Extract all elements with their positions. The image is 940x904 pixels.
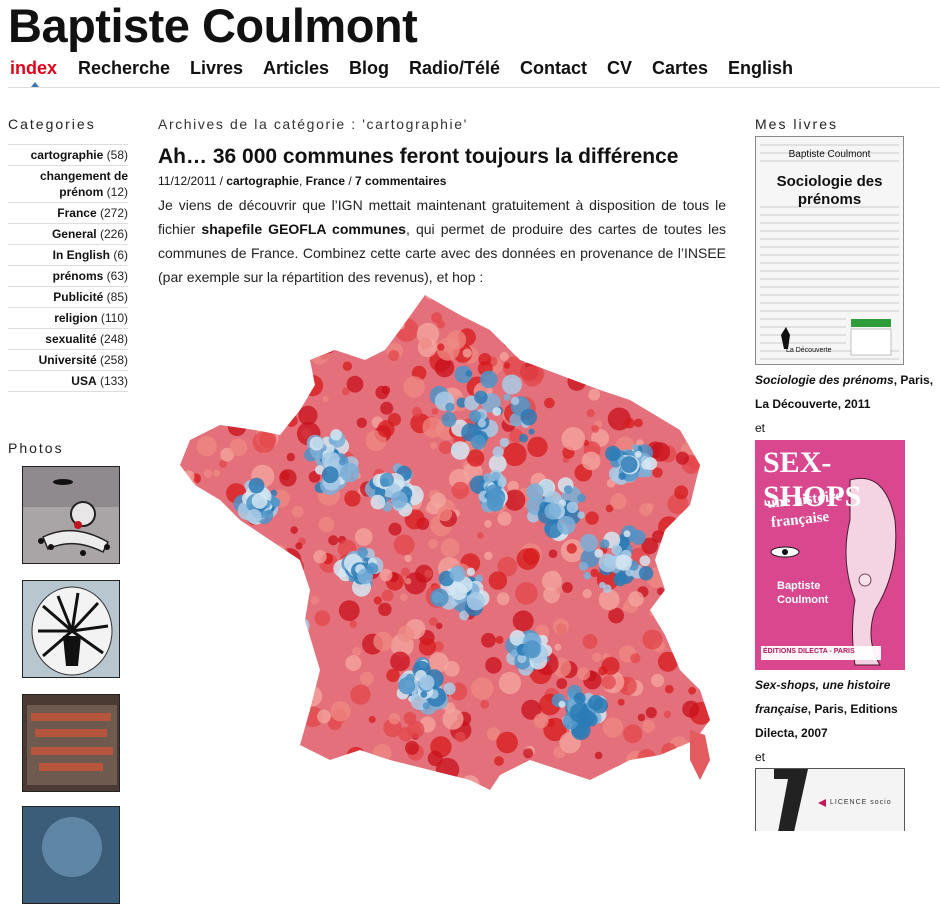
category-item: sexualité (248) [8, 329, 128, 350]
category-link[interactable]: In English [52, 248, 110, 262]
france-communes-map [180, 295, 710, 790]
post-title[interactable]: Ah… 36 000 communes feront toujours la d… [158, 145, 679, 168]
category-item: religion (110) [8, 308, 128, 329]
book-cover-sex-shops[interactable]: Sex-shops une histoire française Baptist… [755, 440, 905, 670]
category-link[interactable]: religion [54, 311, 98, 325]
category-count: (248) [99, 332, 128, 346]
active-nav-indicator [31, 82, 39, 87]
post-meta: 11/12/2011 / cartographie, France / 7 co… [158, 174, 447, 188]
book-details: , Paris, Editions Dilecta, 2007 [755, 702, 898, 740]
photos-heading: Photos [8, 440, 64, 456]
category-item: Université (258) [8, 350, 128, 371]
nav-divider [8, 87, 940, 88]
category-link[interactable]: Publicité [53, 290, 104, 304]
street-art-photo-2 [23, 581, 119, 677]
category-link[interactable]: sexualité [45, 332, 97, 346]
cover-pattern [760, 144, 899, 360]
cover-author: Baptiste Coulmont [788, 149, 871, 160]
cover-author-1: Baptiste [777, 580, 821, 592]
category-count: (6) [113, 248, 128, 262]
category-link[interactable]: cartographie [30, 148, 104, 162]
book-title: Sociologie des prénoms [755, 373, 894, 387]
street-art-photo-4 [23, 807, 119, 903]
nav-livres[interactable]: Livres [190, 58, 244, 78]
post-category-link[interactable]: France [305, 174, 346, 188]
meta-separator: / [216, 174, 227, 188]
categories-heading: Categories [8, 116, 96, 132]
nav-recherche[interactable]: Recherche [78, 58, 171, 78]
book-title: Sex-shops, une histoire française [755, 678, 891, 716]
nav-contact[interactable]: Contact [520, 58, 587, 78]
category-item: prénoms (63) [8, 266, 128, 287]
photo-thumbnail[interactable] [22, 466, 120, 564]
cover-title-line-1: Sex-shops [763, 446, 862, 513]
site-title[interactable]: Baptiste Coulmont [8, 0, 418, 52]
photo-thumbnail[interactable] [22, 580, 120, 678]
street-art-photo-3 [23, 695, 119, 791]
category-link[interactable]: prénoms [52, 269, 104, 283]
nav-blog[interactable]: Blog [349, 58, 389, 78]
cover-publisher: ÉDITIONS DILECTA - PARIS [763, 648, 855, 655]
cover-series: LICENCE socio [830, 799, 892, 806]
category-count: (12) [106, 185, 128, 199]
category-item: France (272) [8, 203, 128, 224]
category-count: (85) [106, 290, 128, 304]
nav-articles[interactable]: Articles [263, 58, 330, 78]
post-text: Je viens de découvrir que l’IGN mettait … [158, 197, 726, 237]
photo-thumbnail[interactable] [22, 694, 120, 792]
category-count: (226) [99, 227, 128, 241]
category-link[interactable]: France [57, 206, 97, 220]
book-details: , Paris, La Découverte, 2011 [755, 373, 934, 411]
main-nav: index Recherche Livres Articles Blog Rad… [0, 55, 940, 85]
cover-publisher: La Découverte [786, 347, 832, 354]
post-body: Je viens de découvrir que l’IGN mettait … [158, 193, 726, 289]
nav-radio-tele[interactable]: Radio/Télé [409, 58, 501, 78]
category-link[interactable]: changement de prénom [39, 169, 128, 199]
cover-title: Sociologie des prénoms [776, 173, 883, 208]
books-and: et [755, 750, 766, 764]
nav-english[interactable]: English [728, 58, 794, 78]
street-art-photo-1 [23, 467, 119, 563]
category-count: (133) [99, 374, 128, 388]
cover-illustration [761, 478, 897, 666]
books-and: et [755, 421, 766, 435]
category-count: (63) [106, 269, 128, 283]
post-date: 11/12/2011 [158, 174, 217, 188]
category-item: General (226) [8, 224, 128, 245]
book-1-caption: Sociologie des prénoms, Paris, La Découv… [755, 368, 940, 416]
post-category-link[interactable]: cartographie [226, 174, 299, 188]
category-item: cartographie (58) [8, 144, 128, 166]
cover-author-2: Coulmont [777, 594, 829, 606]
category-link[interactable]: USA [71, 374, 97, 388]
archive-heading: Archives de la catégorie : 'cartographie… [158, 116, 468, 132]
category-count: (110) [100, 311, 128, 325]
post-comments-link[interactable]: 7 commentaires [355, 174, 447, 188]
nav-cartes[interactable]: Cartes [652, 58, 709, 78]
category-item: Publicité (85) [8, 287, 128, 308]
post-text: , qui permet de produire des cartes de t… [158, 221, 726, 285]
category-count: (258) [99, 353, 128, 367]
category-item: USA (133) [8, 371, 128, 392]
category-item: changement de prénom (12) [8, 166, 128, 203]
category-count: (58) [106, 148, 128, 162]
book-cover-licence-socio[interactable]: LICENCE socio [755, 768, 905, 831]
cover-graphic [756, 769, 904, 831]
corsica-shape [690, 730, 710, 780]
nav-index[interactable]: index [10, 58, 58, 78]
book-2-caption: Sex-shops, une histoire française, Paris… [755, 673, 940, 745]
category-item: In English (6) [8, 245, 128, 266]
geofla-link[interactable]: shapefile GEOFLA communes [201, 221, 406, 237]
category-list: cartographie (58) changement de prénom (… [8, 144, 128, 392]
meta-separator: / [345, 174, 356, 188]
category-link[interactable]: Université [38, 353, 97, 367]
photo-thumbnail[interactable] [22, 806, 120, 904]
book-cover-sociologie[interactable]: Baptiste Coulmont Sociologie des prénoms… [755, 136, 904, 365]
category-link[interactable]: General [51, 227, 97, 241]
books-heading: Mes livres [755, 116, 839, 132]
category-count: (272) [99, 206, 128, 220]
nav-cv[interactable]: CV [607, 58, 633, 78]
